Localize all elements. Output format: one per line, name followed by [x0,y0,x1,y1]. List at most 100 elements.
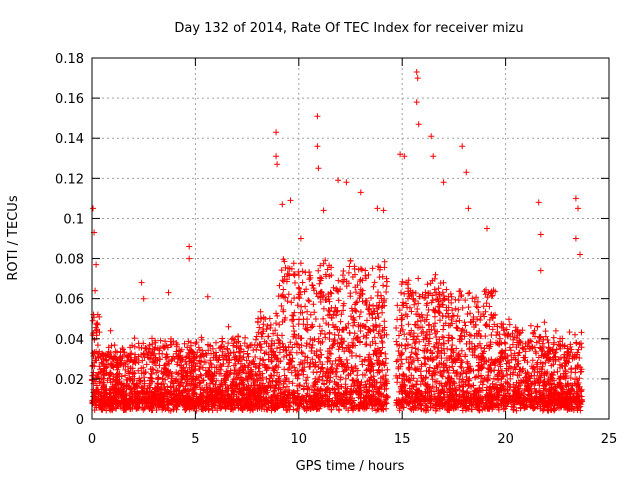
data-point-marker [435,345,442,351]
data-point-marker [381,258,388,265]
data-point-marker [311,309,318,316]
data-point-marker [298,303,305,310]
data-point-marker [571,380,578,387]
data-point-marker [449,342,456,349]
data-point-marker [578,366,585,373]
data-point-marker [401,290,408,297]
data-point-marker [410,296,417,303]
data-point-marker [406,304,413,311]
data-point-marker [452,305,459,312]
data-point-marker [396,332,402,339]
data-point-marker [573,395,580,401]
data-point-marker [320,260,327,267]
data-point-marker [265,343,272,350]
data-point-marker [256,324,263,331]
data-point-marker [448,299,455,306]
data-point-marker [513,407,520,414]
data-point-marker [353,308,360,315]
data-point-marker [549,372,556,378]
data-point-marker [398,289,404,296]
data-point-marker [292,279,298,286]
data-point-marker [426,321,433,328]
data-point-marker [283,352,290,359]
data-point-marker [578,340,584,347]
data-point-marker [270,367,277,374]
data-point-marker [297,260,304,267]
data-point-marker [547,377,554,383]
data-point-marker [405,295,411,302]
data-point-marker [301,288,308,295]
data-point-marker [346,330,353,337]
data-point-marker [118,373,125,380]
data-point-marker [453,318,460,325]
data-point-marker [345,269,352,276]
data-point-marker [378,390,385,397]
data-point-marker [290,333,297,340]
data-point-marker [293,407,300,414]
data-point-marker [488,293,495,300]
data-point-marker [340,278,347,285]
data-point-marker [522,354,529,361]
data-point-marker [400,299,406,306]
data-point-marker [379,309,386,316]
data-point-marker [459,304,466,311]
data-point-marker [302,377,309,384]
data-point-marker [578,386,585,393]
data-point-marker [255,365,262,372]
data-point-marker [453,370,460,377]
data-point-marker [395,348,402,354]
data-point-marker [303,340,310,347]
data-point-marker [573,339,580,346]
data-point-marker [255,329,262,336]
data-point-marker [444,374,451,381]
data-point-marker [199,364,206,371]
data-point-marker [435,340,441,347]
data-point-marker [361,403,368,410]
data-point-marker [455,306,462,313]
data-point-marker [291,331,298,338]
data-point-marker [122,366,129,373]
data-point-marker [187,358,193,365]
data-point-marker [111,342,118,349]
data-point-marker [239,381,246,388]
data-point-marker [466,331,473,338]
data-point-marker [335,277,342,284]
data-point-marker [455,350,462,357]
data-point-marker [527,322,534,329]
data-point-marker [265,333,272,340]
data-point-marker [362,341,369,348]
data-point-marker [525,391,532,398]
data-point-marker [467,310,474,317]
data-point-marker [333,312,340,319]
data-point-marker [144,351,151,358]
data-point-marker [374,406,381,413]
data-point-marker [448,316,455,323]
data-point-marker [320,315,327,322]
data-point-marker [97,380,103,387]
data-point-marker [568,346,575,353]
data-point-marker [483,300,490,307]
data-point-marker [436,336,443,343]
data-point-marker [381,324,388,331]
data-point-marker [529,380,536,387]
data-point-marker [340,268,347,274]
data-point-marker [366,326,373,333]
data-point-marker [438,342,445,349]
data-point-marker [460,327,467,334]
data-point-marker [548,362,555,369]
data-point-marker [337,374,344,381]
data-point-marker [500,373,507,380]
data-point-marker [289,312,296,319]
data-point-marker [419,314,426,321]
data-point-marker [350,335,357,342]
data-point-marker [439,289,446,296]
data-point-marker [472,374,479,381]
data-point-marker [568,366,575,373]
data-point-marker [527,337,534,344]
data-point-marker [421,354,428,361]
data-point-marker [415,275,422,282]
data-point-marker [465,304,472,311]
data-point-marker [394,357,401,364]
data-point-marker [312,316,319,322]
data-point-marker [304,327,311,334]
